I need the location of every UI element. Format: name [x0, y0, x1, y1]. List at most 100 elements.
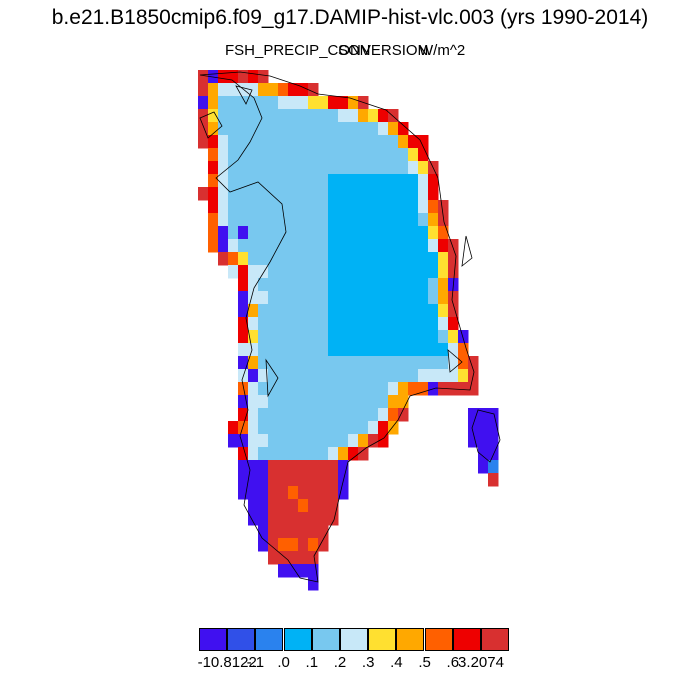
colorbar-label: .6: [446, 654, 460, 671]
grid-cell: [428, 213, 439, 227]
grid-cell: [258, 226, 269, 240]
grid-cell: [318, 343, 329, 357]
grid-cell: [368, 343, 379, 357]
grid-cell: [298, 148, 309, 162]
grid-cell: [388, 265, 399, 279]
grid-cell: [228, 200, 239, 214]
grid-cell: [348, 161, 359, 175]
grid-cell: [318, 447, 329, 461]
grid-cell: [338, 382, 349, 396]
grid-cell: [488, 434, 499, 448]
grid-cell: [278, 161, 289, 175]
grid-cell: [298, 96, 309, 110]
grid-cell: [268, 135, 279, 149]
grid-cell: [408, 265, 419, 279]
grid-cell: [388, 421, 399, 435]
grid-cell: [468, 382, 479, 396]
grid-cell: [308, 200, 319, 214]
grid-cell: [308, 447, 319, 461]
grid-cell: [248, 252, 259, 266]
grid-cell: [228, 213, 239, 227]
grid-cell: [268, 473, 279, 487]
grid-cell: [298, 330, 309, 344]
grid-cell: [398, 395, 409, 409]
grid-cell: [228, 252, 239, 266]
grid-cell: [328, 161, 339, 175]
grid-cell: [318, 187, 329, 201]
grid-cell: [408, 226, 419, 240]
grid-cell: [248, 473, 259, 487]
grid-cell: [238, 226, 249, 240]
grid-cell: [268, 213, 279, 227]
grid-cell: [448, 239, 459, 253]
grid-cell: [318, 200, 329, 214]
grid-cell: [278, 83, 289, 97]
grid-cell: [308, 382, 319, 396]
grid-cell: [288, 174, 299, 188]
grid-cell: [378, 395, 389, 409]
grid-cell: [238, 148, 249, 162]
grid-cell: [238, 317, 249, 331]
grid-cell: [318, 538, 329, 552]
grid-cell: [228, 122, 239, 136]
grid-cell: [388, 343, 399, 357]
grid-cell: [308, 239, 319, 253]
grid-cell: [338, 187, 349, 201]
grid-cell: [358, 434, 369, 448]
grid-cell: [208, 109, 219, 123]
grid-cell: [278, 304, 289, 318]
grid-cell: [338, 226, 349, 240]
grid-cell: [208, 96, 219, 110]
grid-cell: [318, 421, 329, 435]
grid-cell: [258, 278, 269, 292]
grid-cell: [258, 304, 269, 318]
grid-cell: [308, 577, 319, 591]
grid-cell: [248, 356, 259, 370]
grid-cell: [308, 356, 319, 370]
grid-cell: [428, 226, 439, 240]
grid-cell: [418, 343, 429, 357]
plot-title: b.e21.B1850cmip6.f09_g17.DAMIP-hist-vlc.…: [51, 6, 649, 29]
grid-cell: [278, 395, 289, 409]
grid-cell: [288, 382, 299, 396]
grid-cell: [418, 213, 429, 227]
grid-cell: [218, 174, 229, 188]
grid-cell: [318, 499, 329, 513]
grid-cell: [258, 83, 269, 97]
grid-cell: [238, 291, 249, 305]
grid-cell: [318, 525, 329, 539]
grid-cell: [258, 369, 269, 383]
grid-cell: [438, 213, 449, 227]
grid-cell: [358, 213, 369, 227]
grid-cell: [328, 395, 339, 409]
grid-cell: [368, 239, 379, 253]
grid-cell: [298, 343, 309, 357]
units-label: W/m^2: [419, 42, 466, 59]
grid-cell: [268, 304, 279, 318]
grid-cell: [268, 434, 279, 448]
grid-cell: [448, 369, 459, 383]
grid-cell: [268, 265, 279, 279]
grid-cell: [408, 213, 419, 227]
grid-cell: [268, 174, 279, 188]
grid-cell: [268, 356, 279, 370]
grid-cell: [358, 304, 369, 318]
grid-cell: [408, 382, 419, 396]
grid-cell: [418, 161, 429, 175]
grid-cell: [248, 499, 259, 513]
grid-cell: [228, 187, 239, 201]
grid-cell: [308, 421, 319, 435]
grid-cell: [258, 135, 269, 149]
grid-cell: [268, 460, 279, 474]
grid-cell: [298, 278, 309, 292]
grid-cell: [288, 291, 299, 305]
grid-cell: [208, 135, 219, 149]
colorbar-swatch: [255, 628, 284, 651]
grid-cell: [478, 408, 489, 422]
grid-cell: [328, 291, 339, 305]
grid-cell: [248, 239, 259, 253]
grid-cell: [388, 187, 399, 201]
grid-cell: [288, 200, 299, 214]
grid-cell: [298, 408, 309, 422]
grid-cell: [208, 187, 219, 201]
